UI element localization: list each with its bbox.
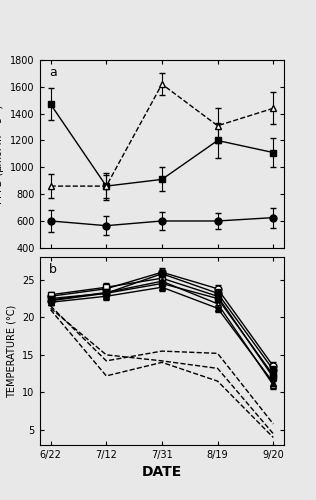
Y-axis label: PPFD (μmol m⁻² s⁻¹): PPFD (μmol m⁻² s⁻¹) [0, 104, 4, 204]
Text: a: a [49, 66, 57, 78]
Y-axis label: TEMPERATURE (°C): TEMPERATURE (°C) [7, 304, 16, 398]
Text: b: b [49, 263, 57, 276]
X-axis label: DATE: DATE [142, 466, 182, 479]
